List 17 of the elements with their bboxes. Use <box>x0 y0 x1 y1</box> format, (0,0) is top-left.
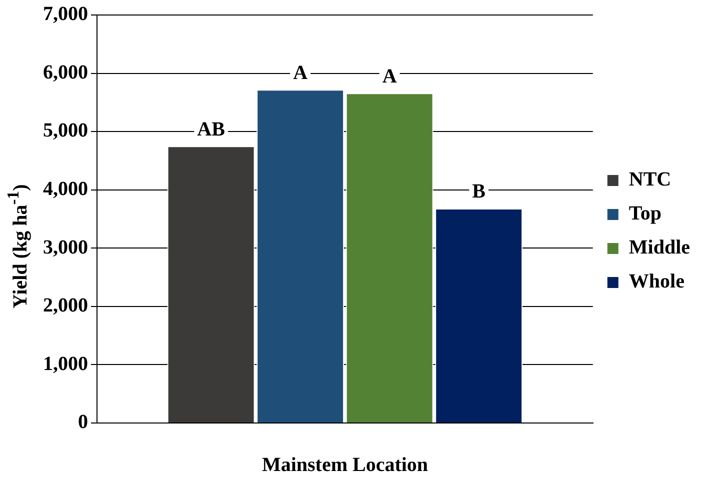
y-tick-label: 0 <box>78 411 88 434</box>
data-label: A <box>293 62 308 84</box>
legend-label: Top <box>628 202 662 225</box>
y-tick-label: 6,000 <box>43 61 88 84</box>
data-label: AB <box>197 118 225 140</box>
legend-label: Middle <box>628 236 690 259</box>
data-label: A <box>382 65 398 88</box>
legend-label: Whole <box>628 270 685 293</box>
y-tick-label: 2,000 <box>43 294 88 317</box>
data-label: B <box>472 180 486 203</box>
y-tick-label: 3,000 <box>43 236 88 258</box>
y-tick-label: 7,000 <box>43 3 88 26</box>
y-tick-label: 5,000 <box>43 120 88 142</box>
y-tick-label: 1,000 <box>43 352 88 375</box>
y-tick-label: 4,000 <box>43 178 88 200</box>
legend-label: NTC <box>628 168 672 191</box>
x-axis-title: Mainstem Location <box>260 454 430 477</box>
